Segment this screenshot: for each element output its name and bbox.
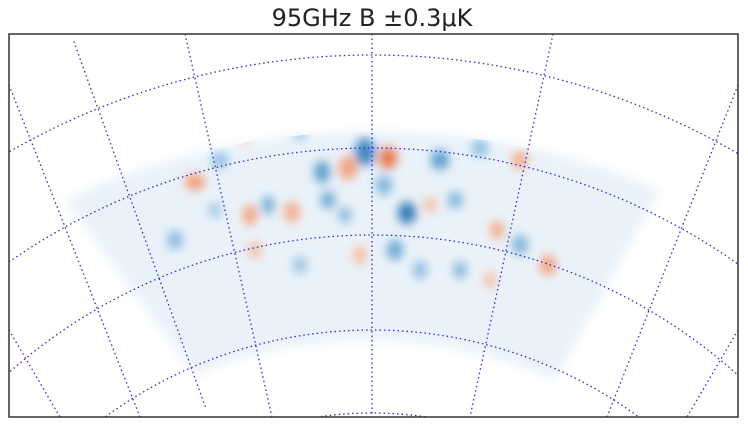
frame <box>8 33 739 418</box>
map-area <box>9 34 738 417</box>
chart-title: 95GHz B ±0.3μK <box>272 4 474 32</box>
graticule <box>9 34 738 417</box>
